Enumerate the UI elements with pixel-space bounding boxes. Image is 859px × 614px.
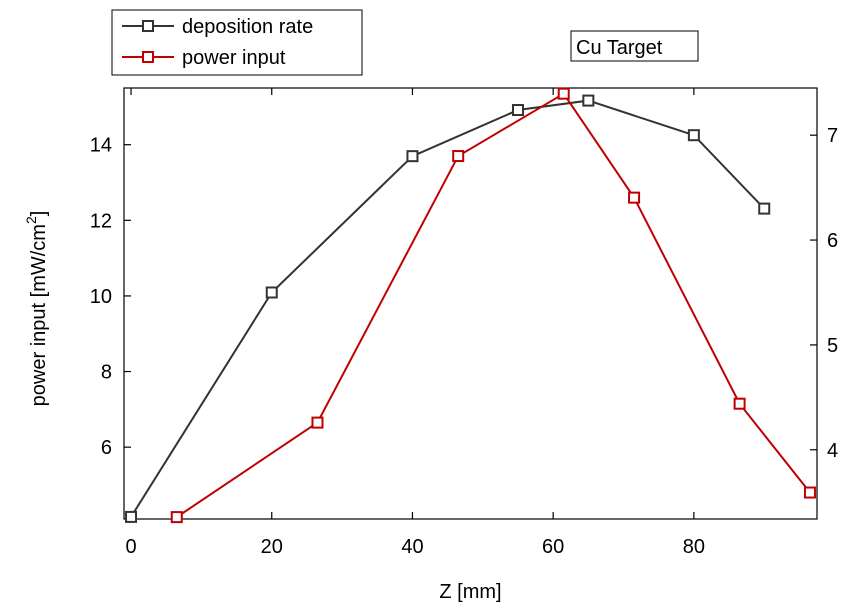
left-y-tick-label: 10	[90, 286, 112, 308]
data-point-power-input	[170, 511, 183, 524]
right-y-tick-label: 7	[827, 125, 838, 147]
data-point-power-input	[803, 486, 816, 499]
left-y-axis-label-main: power input [mW/cm	[28, 224, 50, 406]
data-point-power-input	[311, 416, 324, 429]
x-tick-label: 60	[542, 536, 564, 558]
x-tick-label: 80	[683, 536, 705, 558]
data-point-power-input	[628, 191, 641, 204]
plot-area	[123, 87, 818, 520]
data-point-power-input	[452, 150, 465, 163]
right-y-tick-label: 5	[827, 335, 838, 357]
legend-label-power-input: power input	[182, 47, 286, 69]
left-y-tick-label: 8	[101, 362, 112, 384]
left-y-tick-label: 12	[90, 210, 112, 232]
left-y-axis: 6 8 10 12 14	[90, 135, 131, 459]
left-y-axis-label: power input [mW/cm2]	[23, 211, 50, 407]
series-line-deposition-rate	[130, 99, 765, 518]
data-point-deposition-rate	[265, 286, 278, 299]
data-point-deposition-rate	[125, 510, 138, 523]
legend-label-deposition-rate: deposition rate	[182, 16, 313, 38]
annotation-box: Cu Target	[570, 30, 699, 62]
left-y-axis-label-suffix: ]	[28, 211, 50, 217]
data-point-power-input	[733, 397, 746, 410]
x-axis: 0 20 40 60 80	[125, 88, 705, 558]
x-tick-label: 40	[401, 536, 423, 558]
x-tick-label: 20	[261, 536, 283, 558]
data-point-deposition-rate	[582, 94, 595, 107]
right-y-tick-label: 6	[827, 230, 838, 252]
legend-marker-deposition-rate	[142, 20, 154, 32]
legend: deposition rate power input	[111, 9, 363, 76]
left-y-tick-label: 6	[101, 437, 112, 459]
data-point-power-input	[557, 87, 570, 100]
right-y-tick-label: 4	[827, 440, 838, 462]
left-y-tick-label: 14	[90, 135, 112, 157]
x-tick-label: 0	[125, 536, 136, 558]
x-axis-label: Z [mm]	[439, 581, 501, 603]
right-y-axis: 4 5 6 7	[810, 125, 838, 462]
series-layer	[125, 87, 816, 524]
data-point-deposition-rate	[511, 104, 524, 117]
annotation-label: Cu Target	[576, 37, 663, 59]
data-point-deposition-rate	[687, 129, 700, 142]
left-y-axis-label-superscript: 2	[23, 216, 39, 224]
annotation-frame	[570, 30, 699, 62]
legend-marker-power-input	[142, 51, 154, 63]
data-point-deposition-rate	[406, 150, 419, 163]
plot-frame	[123, 87, 818, 520]
data-point-deposition-rate	[758, 202, 771, 215]
